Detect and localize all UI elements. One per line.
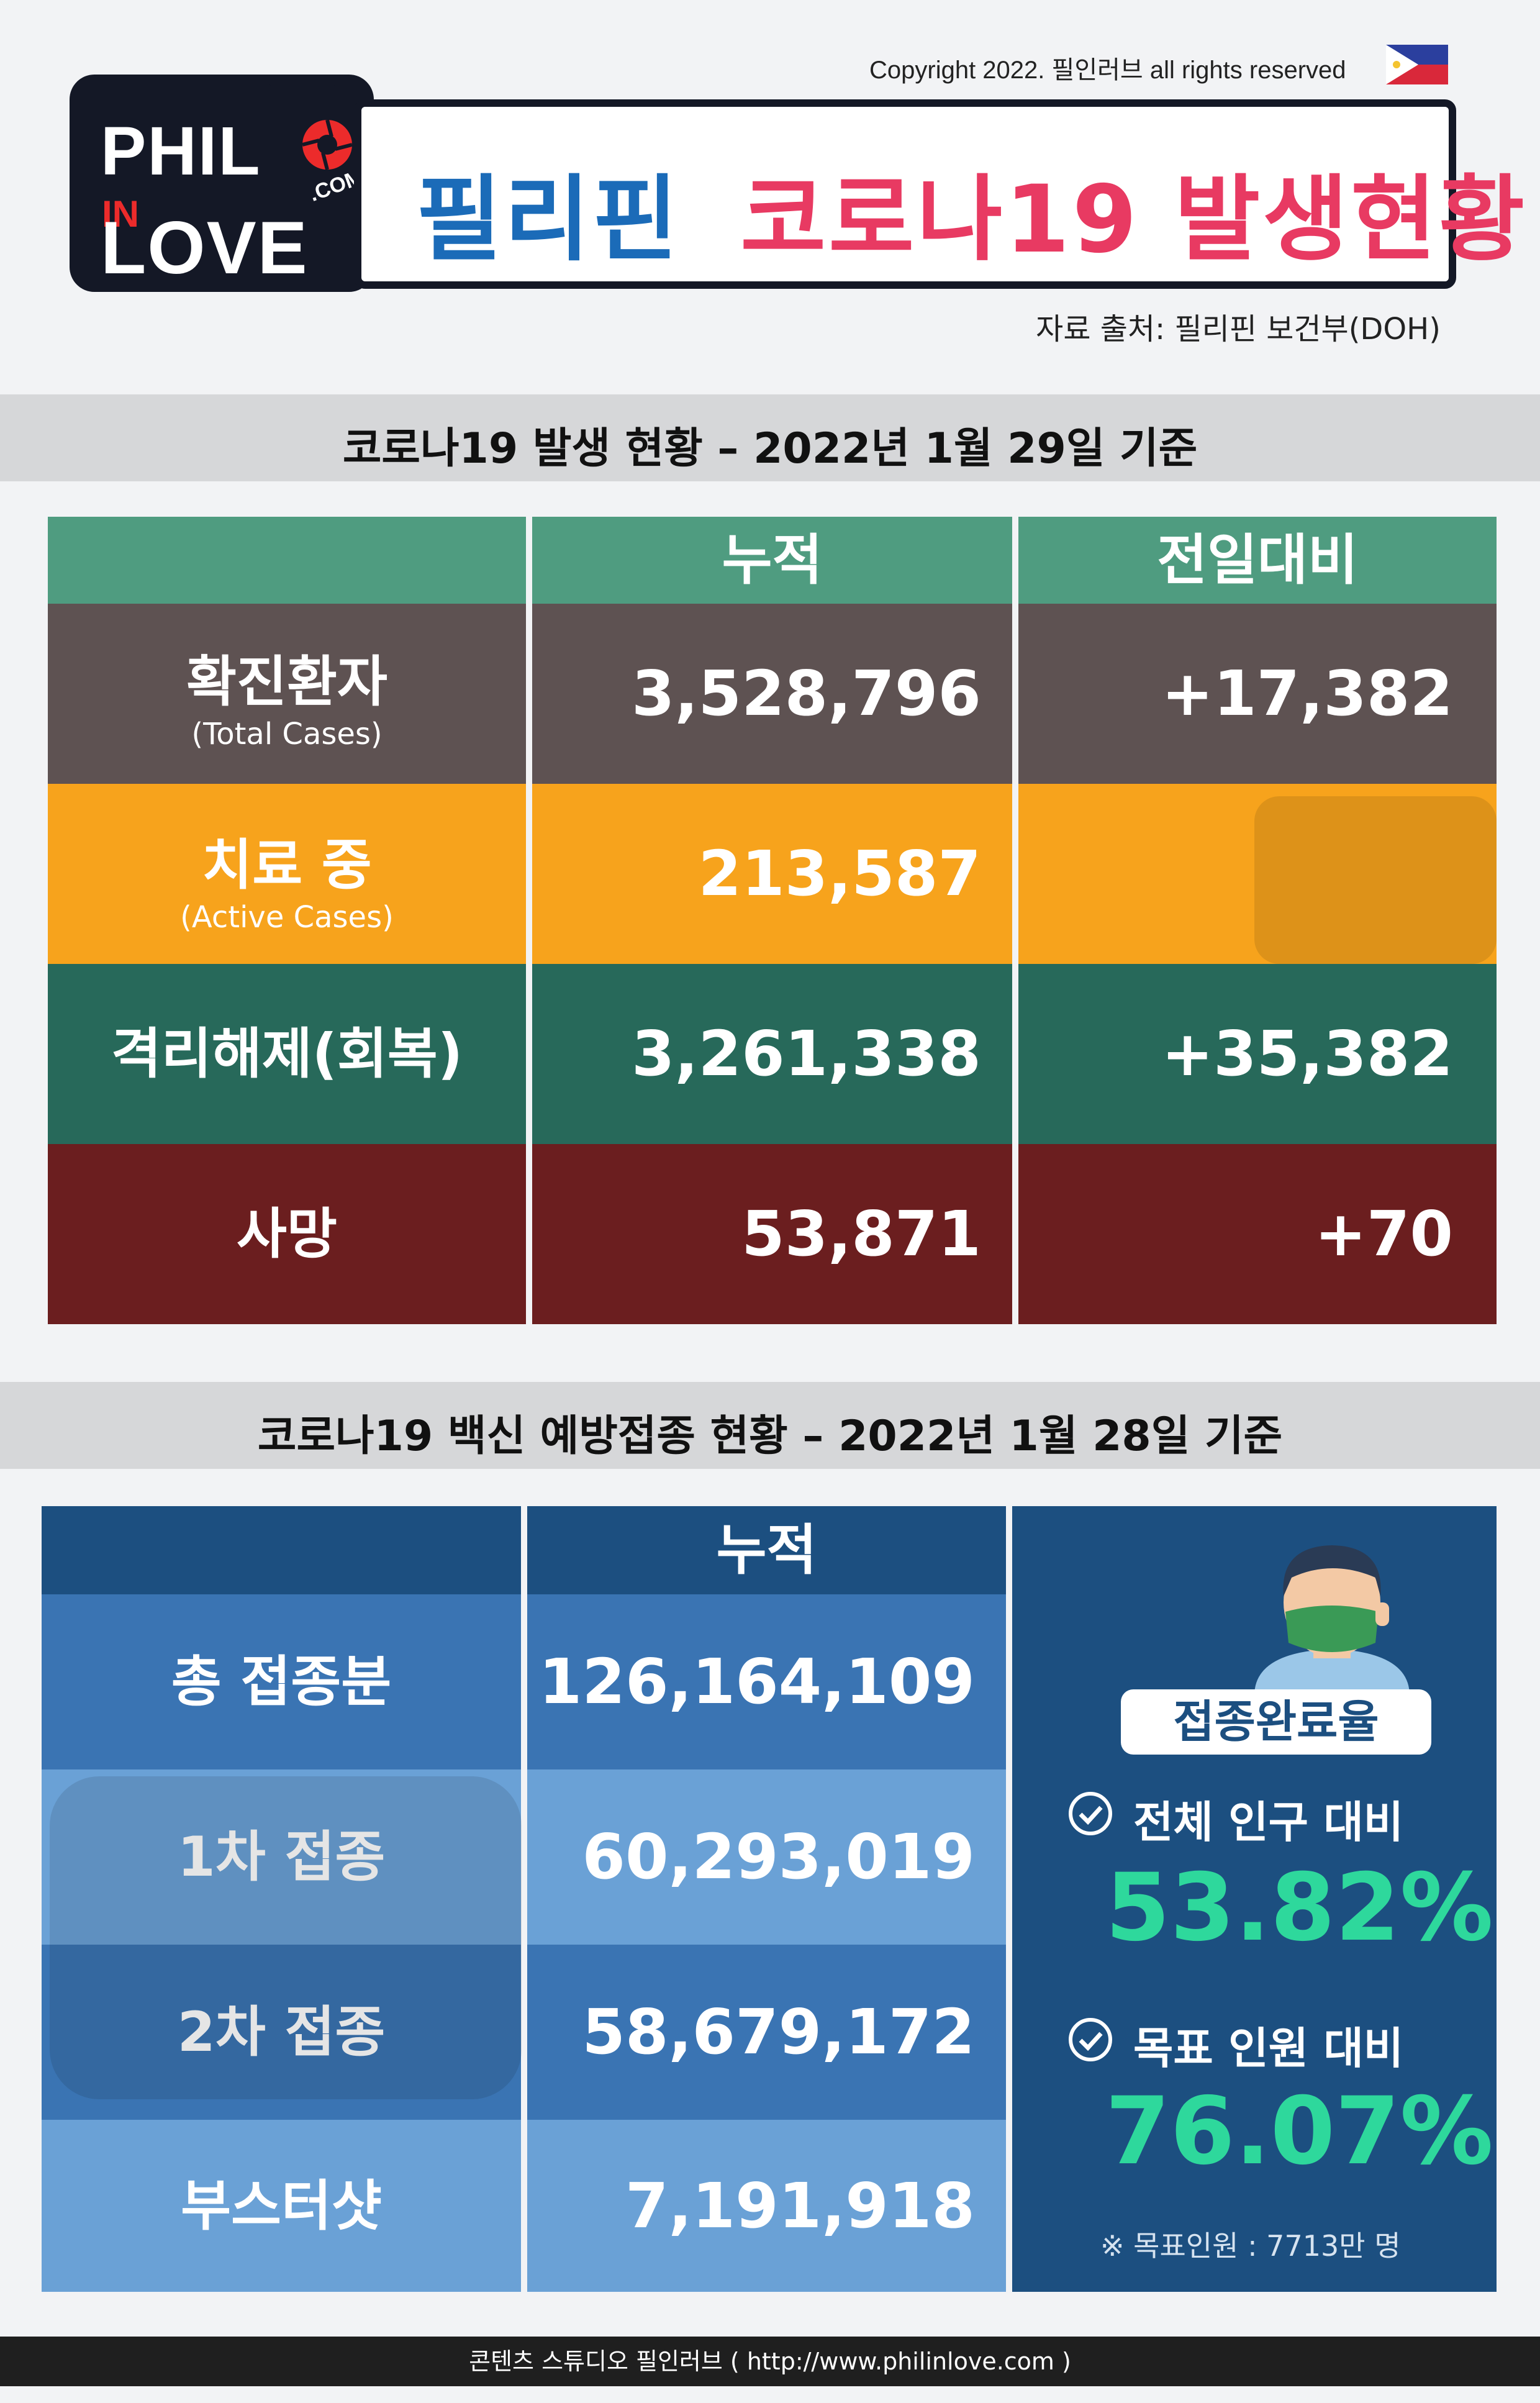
target-note: ※ 목표인원 : 7713만 명 — [1100, 2229, 1401, 2263]
title-country: 필리핀 — [416, 166, 681, 274]
active-cases-label: 치료 중 — [202, 833, 372, 897]
vaccine-section-title: 코로나19 백신 예방접종 현황 – 2022년 1월 28일 기준 — [257, 1412, 1283, 1461]
vaccine-header-blank — [42, 1506, 521, 1594]
active-cases-sublabel: (Active Cases) — [180, 900, 394, 935]
page-title: 필리핀 코로나19 발생현황 — [416, 144, 1527, 279]
logo-love: LOVE — [101, 206, 309, 289]
booster-label: 부스터샷 — [181, 2174, 382, 2238]
check-circle-icon — [1069, 2018, 1112, 2061]
row-active-cases-label: 치료 중 (Active Cases) — [48, 784, 526, 964]
masked-person-icon — [1254, 1545, 1410, 1696]
cases-header-cumulative: 누적 — [532, 517, 1012, 604]
row-booster-label: 부스터샷 — [42, 2120, 521, 2292]
recovered-label: 격리해제(회복) — [111, 1022, 463, 1086]
active-cases-cumulative: 213,587 — [532, 784, 1012, 964]
deaths-label: 사망 — [237, 1202, 337, 1266]
deaths-cumulative: 53,871 — [532, 1144, 1012, 1324]
active-cases-change — [1018, 784, 1497, 964]
total-cases-cumulative: 3,528,796 — [532, 604, 1012, 784]
row-total-doses-label: 총 접종분 — [42, 1594, 521, 1769]
total-cases-label: 확진환자 — [186, 650, 387, 714]
second-dose-value: 58,679,172 — [527, 1945, 1006, 2120]
cases-header-change: 전일대비 — [1018, 517, 1497, 604]
recovered-cumulative: 3,261,338 — [532, 964, 1012, 1144]
cases-section-title: 코로나19 발생 현황 – 2022년 1월 29일 기준 — [342, 424, 1198, 473]
target-value: 76.07% — [1105, 2078, 1493, 2186]
completion-badge: 접종완료율 — [1121, 1689, 1431, 1755]
title-box — [354, 99, 1456, 289]
logo-in: IN — [102, 193, 139, 235]
total-doses-value: 126,164,109 — [527, 1594, 1006, 1769]
total-cases-sublabel: (Total Cases) — [191, 717, 383, 752]
first-dose-label: 1차 접종 — [177, 1825, 386, 1889]
deaths-change: +70 — [1018, 1144, 1497, 1324]
footer: 콘텐츠 스튜디오 필인러브 ( http://www.philinlove.co… — [0, 2337, 1540, 2386]
completion-panel — [1012, 1506, 1497, 2292]
vaccine-section-bar — [0, 1382, 1540, 1469]
row-deaths-label: 사망 — [48, 1144, 526, 1324]
row-first-dose-label: 1차 접종 — [42, 1769, 521, 1945]
first-dose-value: 60,293,019 — [527, 1769, 1006, 1945]
row-second-dose-label: 2차 접종 — [42, 1945, 521, 2120]
population-label: 전체 인구 대비 — [1133, 1797, 1404, 1848]
recovered-change: +35,382 — [1018, 964, 1497, 1144]
logo: PHIL IN .COM LOVE — [70, 62, 374, 292]
row-recovered-label: 격리해제(회복) — [48, 964, 526, 1144]
target-label: 목표 인원 대비 — [1133, 2023, 1404, 2074]
booster-value: 7,191,918 — [527, 2120, 1006, 2292]
vaccine-header-cumulative: 누적 — [527, 1506, 1006, 1594]
watermark-logo-large-icon — [50, 1776, 522, 2099]
check-circle-icon — [1069, 1792, 1112, 1835]
total-cases-change: +17,382 — [1018, 604, 1497, 784]
row-total-cases-label: 확진환자 (Total Cases) — [48, 604, 526, 784]
logo-phil: PHIL — [101, 113, 261, 189]
second-dose-label: 2차 접종 — [177, 2000, 386, 2064]
camera-aperture-icon — [302, 119, 353, 170]
total-doses-label: 총 접종분 — [171, 1650, 392, 1714]
source-text: 자료 출처: 필리핀 보건부(DOH) — [1036, 312, 1441, 347]
copyright-text: Copyright 2022. 필인러브 all rights reserved — [869, 57, 1346, 84]
cases-section-bar — [0, 394, 1540, 481]
watermark-logo-icon — [1254, 796, 1497, 964]
cases-header-blank — [48, 517, 526, 604]
population-value: 53.82% — [1105, 1854, 1493, 1962]
title-subject: 코로나19 발생현황 — [740, 166, 1528, 274]
philippines-flag-icon — [1386, 45, 1448, 84]
